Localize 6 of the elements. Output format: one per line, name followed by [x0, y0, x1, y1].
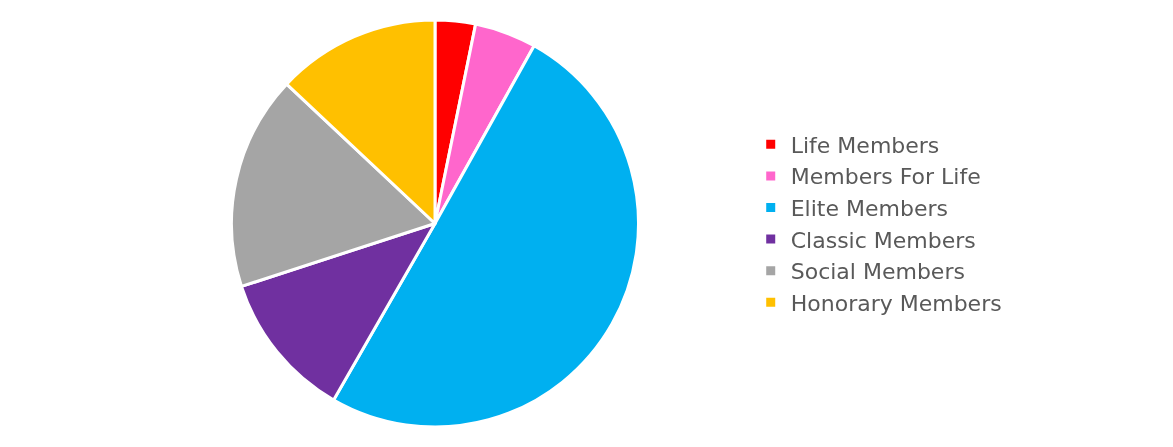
- legend-label: Classic Members: [790, 227, 976, 253]
- legend-label: Members For Life: [790, 164, 981, 190]
- legend-label: Elite Members: [790, 196, 948, 222]
- legend-label: Honorary Members: [790, 290, 1002, 316]
- legend-label: Life Members: [790, 132, 940, 158]
- legend-label: Social Members: [790, 259, 965, 285]
